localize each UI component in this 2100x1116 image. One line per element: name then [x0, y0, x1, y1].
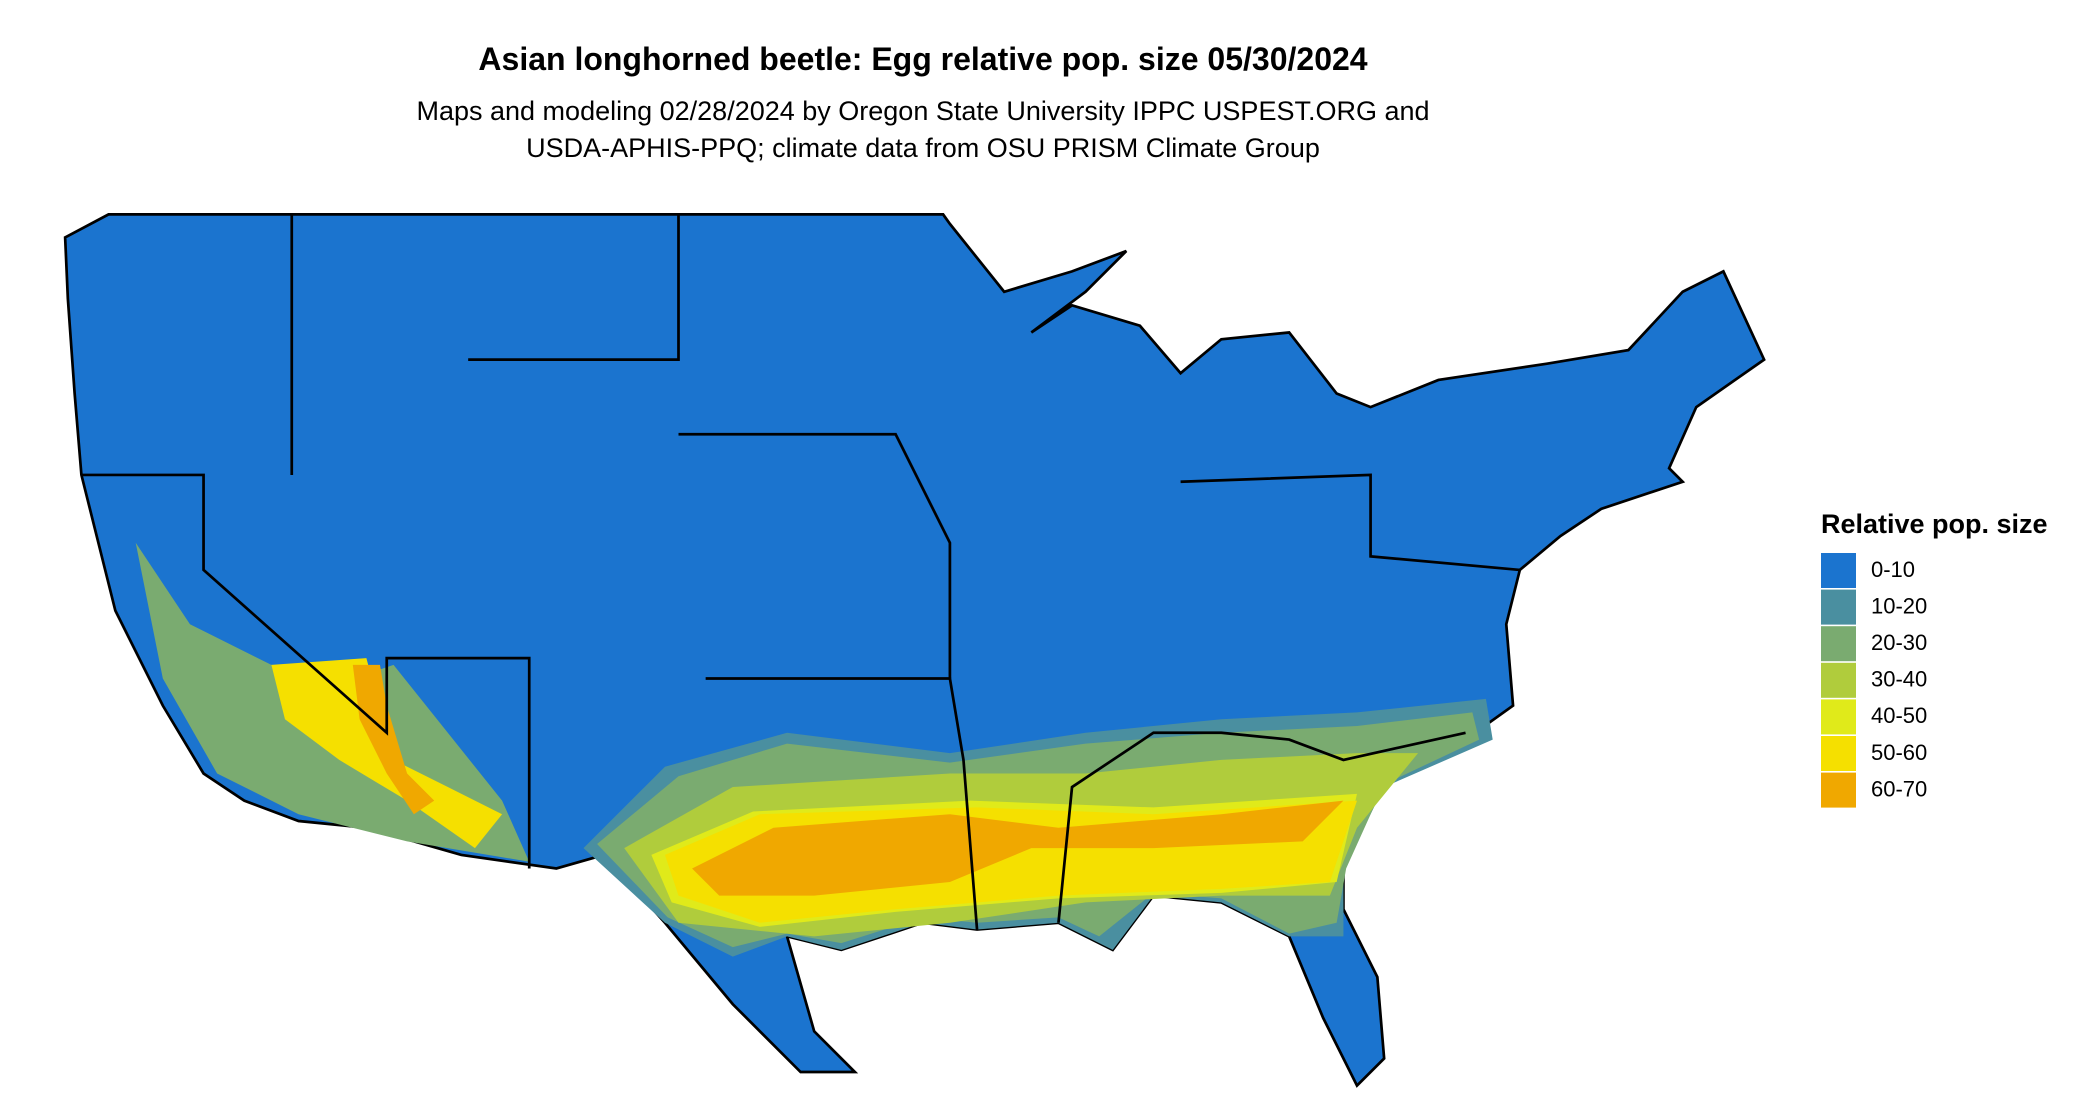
legend-label: 0-10	[1871, 557, 1915, 582]
legend-swatch	[1821, 589, 1856, 625]
legend-swatch	[1821, 662, 1856, 698]
legend-swatch	[1821, 626, 1856, 662]
legend-label: 60-70	[1871, 776, 1927, 801]
us-land	[63, 213, 1766, 1088]
title: Asian longhorned beetle: Egg relative po…	[478, 41, 1367, 77]
legend-swatch	[1821, 736, 1856, 771]
legend-title: Relative pop. size	[1821, 509, 2048, 539]
legend-label: 10-20	[1871, 593, 1927, 618]
region-band	[692, 800, 1344, 896]
legend-swatch	[1821, 553, 1856, 588]
subtitle: USDA-APHIS-PPQ; climate data from OSU PR…	[526, 133, 1320, 163]
legend-label: 20-30	[1871, 630, 1927, 655]
legend-swatch	[1821, 699, 1856, 735]
state-borders	[81, 214, 1520, 930]
legend-label: 50-60	[1871, 740, 1927, 765]
legend-swatch	[1821, 772, 1856, 808]
legend: 0-10 10-20 20-30 30-40 40-50 50-60 60-70	[1821, 553, 1927, 808]
map	[63, 213, 1766, 1088]
subtitle: Maps and modeling 02/28/2024 by Oregon S…	[416, 96, 1429, 126]
legend-label: 30-40	[1871, 667, 1927, 692]
region-band	[352, 664, 435, 815]
legend-label: 40-50	[1871, 703, 1927, 728]
